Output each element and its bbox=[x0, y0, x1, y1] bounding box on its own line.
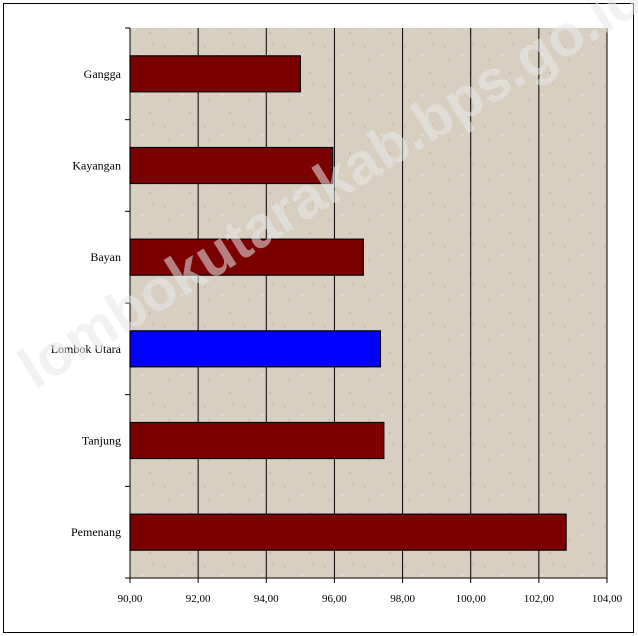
bar-lombok-utara bbox=[129, 330, 382, 368]
x-tick-label: 92,00 bbox=[186, 593, 211, 605]
category-label: Tanjung bbox=[82, 434, 121, 448]
x-tick-label: 100,00 bbox=[456, 593, 487, 605]
gridlines bbox=[197, 28, 608, 578]
x-tick-label: 102,00 bbox=[524, 593, 555, 605]
bars bbox=[129, 55, 567, 551]
category-label: Pemenang bbox=[71, 525, 121, 539]
category-label: Bayan bbox=[90, 250, 121, 264]
category-label: Kayangan bbox=[72, 159, 121, 173]
bar-tanjung bbox=[129, 421, 385, 460]
x-tick-label: 104,00 bbox=[592, 593, 623, 605]
x-tick-label: 90,00 bbox=[118, 593, 143, 605]
plot-area bbox=[130, 28, 607, 578]
x-tick-label: 96,00 bbox=[322, 593, 347, 605]
axes bbox=[125, 27, 608, 583]
category-label: Gangga bbox=[84, 67, 122, 81]
bar-kayangan bbox=[129, 146, 334, 185]
axis-labels: 90,00 92,00 94,00 96,00 98,00 100,00 102,00 104… bbox=[51, 67, 623, 605]
category-label: Lombok Utara bbox=[51, 342, 122, 356]
bar-gangga bbox=[129, 55, 301, 93]
bar-pemenang bbox=[129, 513, 567, 551]
x-tick-label: 98,00 bbox=[390, 593, 415, 605]
x-tick-label: 94,00 bbox=[254, 593, 279, 605]
